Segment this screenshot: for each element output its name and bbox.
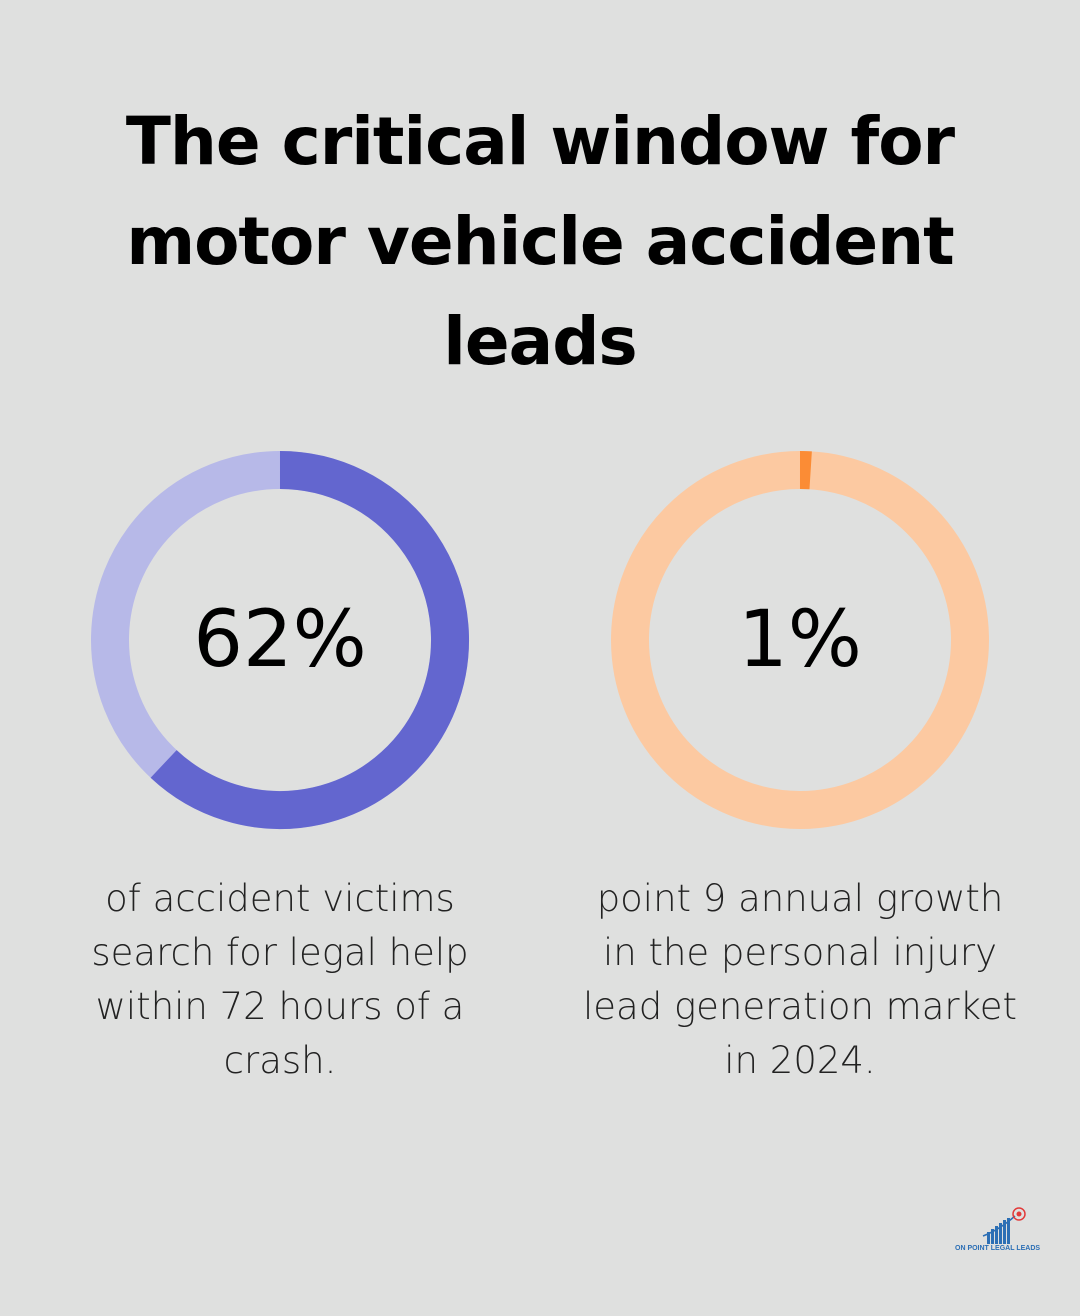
logo-text: ON POINT LEGAL LEADS xyxy=(955,1245,1041,1252)
brand-logo: ON POINT LEGAL LEADS xyxy=(955,1206,1041,1262)
stat-card-1: 62% of accident victims search for legal… xyxy=(55,450,505,1088)
donut-percent-label: 62% xyxy=(193,595,366,685)
stat-card-2: 1% point 9 annual growth in the personal… xyxy=(575,450,1025,1088)
donut-percent-label: 1% xyxy=(738,595,862,685)
donut-chart-2: 1% xyxy=(611,451,989,829)
page-title: The critical window for motor vehicle ac… xyxy=(125,103,955,380)
stat-description: point 9 annual growth in the personal in… xyxy=(583,877,1017,1082)
stat-description: of accident victims search for legal hel… xyxy=(91,877,469,1082)
donut-value-arc xyxy=(150,451,469,829)
bar-chart-target-icon xyxy=(982,1207,1026,1244)
donut-chart-1: 62% xyxy=(91,451,469,829)
